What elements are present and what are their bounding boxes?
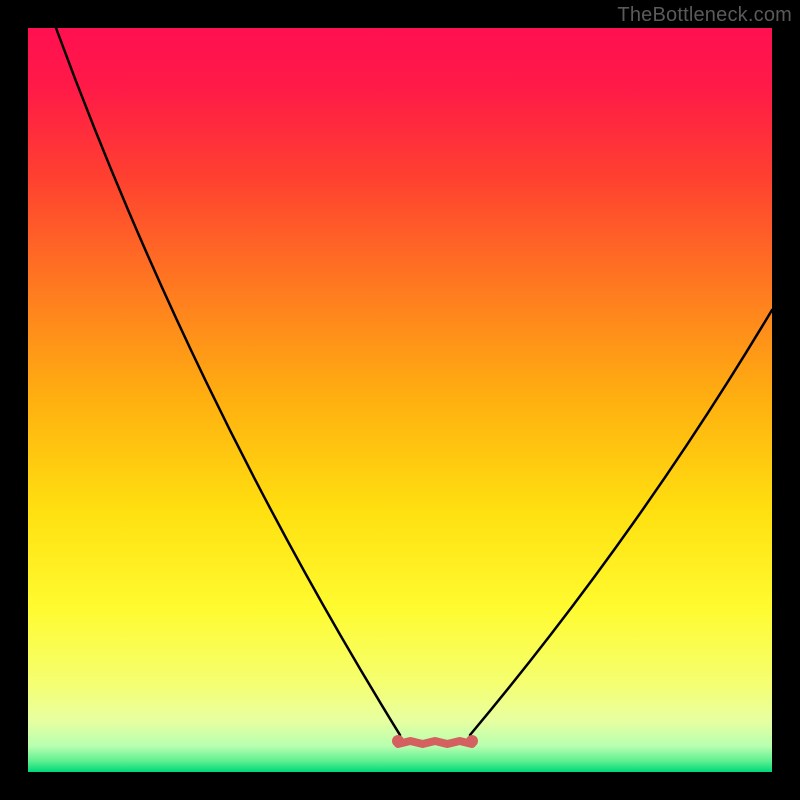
gradient-v-chart [0, 0, 800, 800]
watermark-text: TheBottleneck.com [617, 4, 792, 27]
chart-container: TheBottleneck.com [0, 0, 800, 800]
